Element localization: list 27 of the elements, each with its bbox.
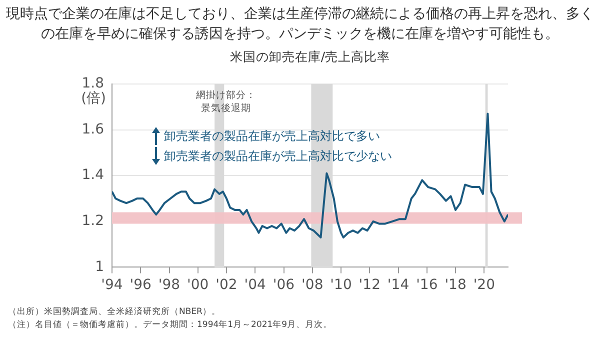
x-tick-label: '04 (244, 277, 266, 294)
annotation: 卸売業者の製品在庫が売上高対比で多い (164, 128, 380, 145)
x-tick-label: '08 (302, 277, 324, 294)
chart-subtitle: 米国の卸売在庫/売上高比率 (228, 49, 392, 66)
x-tick-label: '20 (473, 277, 495, 294)
x-tick-label: '00 (187, 277, 209, 294)
y-tick-label: 1.2 (82, 213, 104, 230)
x-tick-label: '16 (416, 277, 438, 294)
y-tick-label: 1.6 (82, 121, 104, 138)
x-tick-label: '96 (130, 277, 152, 294)
y-tick-label: 1.4 (82, 167, 104, 184)
x-tick-label: '10 (330, 277, 352, 294)
x-tick-label: '14 (387, 277, 410, 294)
annotation: 網掛け部分：景気後退期 (196, 89, 256, 115)
x-tick-label: '94 (101, 277, 123, 294)
x-tick-label: '06 (272, 277, 295, 294)
text: （出所）米国勢調査局、全米経済研究所（NBER）。 (8, 306, 220, 318)
x-tick-label: '98 (158, 277, 180, 294)
y-tick-label: 1 (95, 258, 104, 275)
y-axis-title: (倍) (81, 90, 106, 107)
x-tick-label: '12 (358, 277, 380, 294)
chart-title: 現時点で企業の在庫は不足しており、企業は生産停滞の継続による価格の再上昇を恐れ、多くの在庫を早めに確保する誘因を持つ。パンデミックを機に在庫を増やす可能性も。 (5, 5, 595, 44)
x-tick-label: '18 (444, 277, 466, 294)
y-tick-label: 1.8 (82, 76, 104, 92)
annotation: 卸売業者の製品在庫が売上高対比で少ない (164, 148, 392, 165)
text: （注）名目値（＝物価考慮前）。データ期間：1994年1月～2021年9月、月次。 (8, 319, 332, 331)
x-tick-label: '02 (216, 277, 238, 294)
